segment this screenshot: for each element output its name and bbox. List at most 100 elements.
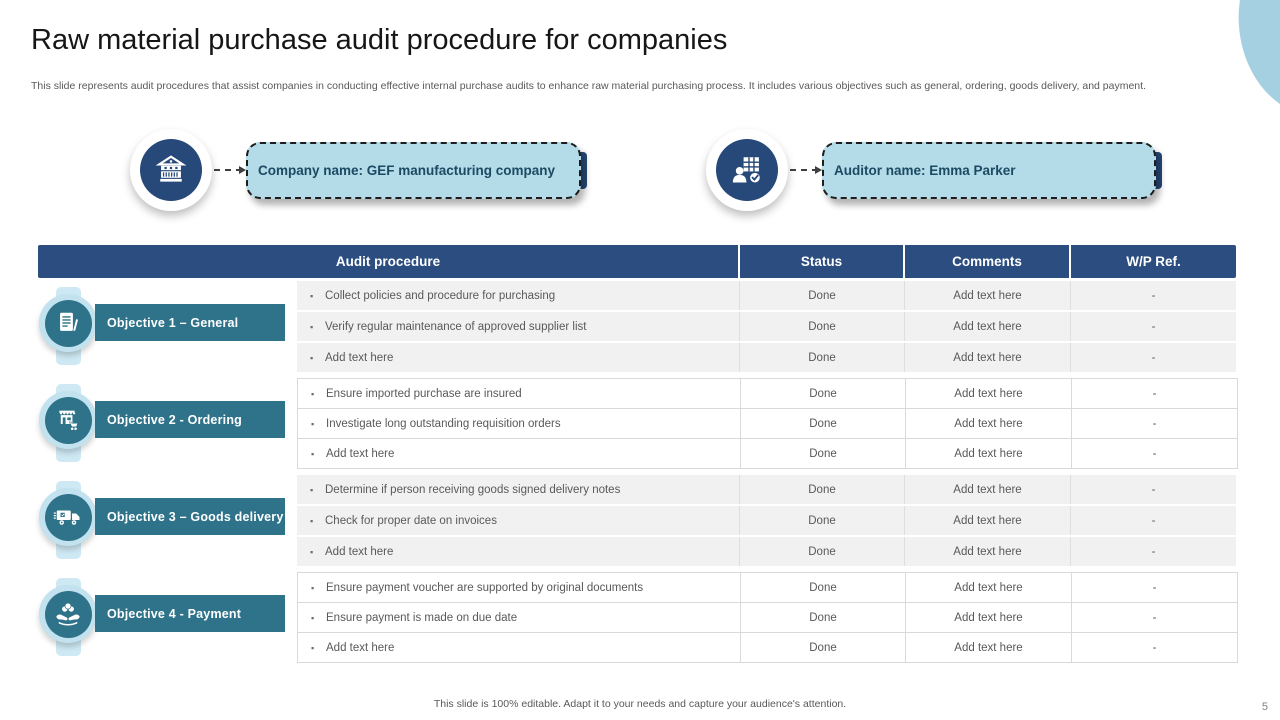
corner-decoration — [1238, 0, 1280, 104]
procedure-cell: Collect policies and procedure for purch… — [297, 281, 740, 310]
objective-label: Objective 2 - Ordering — [95, 401, 285, 438]
objective-icon-ring — [39, 294, 97, 352]
bank-building-icon — [140, 139, 202, 201]
wp-ref-cell: - — [1072, 633, 1237, 662]
audit-rows: Ensure imported purchase are insured Don… — [297, 378, 1238, 469]
wp-ref-cell: - — [1071, 281, 1236, 310]
table-row: Investigate long outstanding requisition… — [298, 409, 1237, 439]
badge-accent-tab — [577, 151, 587, 189]
status-cell: Done — [740, 537, 905, 566]
audit-section-ordering: Objective 2 - Ordering Ensure imported p… — [38, 378, 1238, 469]
table-row: Check for proper date on invoices Done A… — [297, 506, 1236, 537]
objective-label: Objective 4 - Payment — [95, 595, 285, 632]
comments-cell: Add text here — [906, 379, 1072, 408]
comments-cell: Add text here — [906, 439, 1072, 468]
procedure-cell: Add text here — [298, 439, 741, 468]
objective-icon-ring — [39, 391, 97, 449]
procedure-cell: Ensure payment is made on due date — [298, 603, 741, 632]
comments-cell: Add text here — [905, 506, 1071, 535]
comments-cell: Add text here — [906, 573, 1072, 602]
header-audit-procedure: Audit procedure — [38, 245, 740, 278]
audit-rows: Determine if person receiving goods sign… — [297, 475, 1236, 566]
procedure-cell: Ensure payment voucher are supported by … — [298, 573, 741, 602]
header-comments: Comments — [905, 245, 1071, 278]
audit-rows: Collect policies and procedure for purch… — [297, 281, 1236, 372]
wp-ref-cell: - — [1071, 506, 1236, 535]
wp-ref-cell: - — [1072, 379, 1237, 408]
status-cell: Done — [741, 573, 906, 602]
company-name-text: Company name: GEF manufacturing company — [258, 162, 556, 178]
status-cell: Done — [740, 312, 905, 341]
objective-icon-ring — [39, 585, 97, 643]
company-name-badge: Company name: GEF manufacturing company — [246, 141, 581, 199]
procedure-cell: Add text here — [297, 537, 740, 566]
audit-rows: Ensure payment voucher are supported by … — [297, 572, 1238, 663]
wp-ref-cell: - — [1072, 603, 1237, 632]
table-row: Add text here Done Add text here - — [298, 633, 1237, 662]
comments-cell: Add text here — [905, 343, 1071, 372]
delivery-truck-icon — [44, 493, 92, 541]
wp-ref-cell: - — [1072, 573, 1237, 602]
table-row: Collect policies and procedure for purch… — [297, 281, 1236, 312]
wp-ref-cell: - — [1071, 312, 1236, 341]
objective-label-text: Objective 3 – Goods delivery — [107, 509, 284, 524]
objective-icon-ring — [39, 488, 97, 546]
company-icon-ring — [130, 129, 212, 211]
procedure-cell: Check for proper date on invoices — [297, 506, 740, 535]
objective-label-text: Objective 4 - Payment — [107, 606, 242, 621]
header-status: Status — [740, 245, 905, 278]
procedure-cell: Add text here — [298, 633, 741, 662]
badge-accent-tab — [1152, 151, 1162, 189]
status-cell: Done — [740, 281, 905, 310]
auditor-badge: Auditor name: Emma Parker — [706, 129, 1162, 211]
audit-section-payment: Objective 4 - Payment Ensure payment vou… — [38, 572, 1238, 663]
objective-label-text: Objective 1 – General — [107, 315, 239, 330]
comments-cell: Add text here — [905, 475, 1071, 504]
auditor-icon-ring — [706, 129, 788, 211]
header-wp-ref: W/P Ref. — [1126, 254, 1181, 269]
page-title: Raw material purchase audit procedure fo… — [31, 24, 728, 56]
table-row: Add text here Done Add text here - — [297, 343, 1236, 372]
status-cell: Done — [741, 439, 906, 468]
auditor-name-text: Auditor name: Emma Parker — [834, 162, 1016, 178]
document-pen-icon — [44, 299, 92, 347]
objective-label-text: Objective 2 - Ordering — [107, 412, 242, 427]
wp-ref-cell: - — [1072, 409, 1237, 438]
comments-cell: Add text here — [906, 409, 1072, 438]
auditor-name-badge: Auditor name: Emma Parker — [822, 141, 1156, 199]
editable-note: This slide is 100% editable. Adapt it to… — [433, 698, 847, 710]
procedure-cell: Ensure imported purchase are insured — [298, 379, 741, 408]
status-cell: Done — [741, 633, 906, 662]
table-row: Verify regular maintenance of approved s… — [297, 312, 1236, 343]
objective-label: Objective 1 – General — [95, 304, 285, 341]
table-row: Ensure payment is made on due date Done … — [298, 603, 1237, 633]
dashed-arrow-icon — [790, 166, 822, 174]
table-row: Determine if person receiving goods sign… — [297, 475, 1236, 506]
dashed-arrow-icon — [214, 166, 246, 174]
wp-ref-cell: - — [1071, 343, 1236, 372]
company-badge: Company name: GEF manufacturing company — [130, 129, 587, 211]
comments-cell: Add text here — [905, 312, 1071, 341]
status-cell: Done — [741, 379, 906, 408]
procedure-cell: Investigate long outstanding requisition… — [298, 409, 741, 438]
status-cell: Done — [741, 603, 906, 632]
comments-cell: Add text here — [906, 603, 1072, 632]
table-row: Ensure payment voucher are supported by … — [298, 573, 1237, 603]
objective-label: Objective 3 – Goods delivery — [95, 498, 285, 535]
comments-cell: Add text here — [906, 633, 1072, 662]
slide-description: This slide represents audit procedures t… — [31, 80, 1146, 92]
procedure-cell: Verify regular maintenance of approved s… — [297, 312, 740, 341]
procedure-cell: Add text here — [297, 343, 740, 372]
audit-section-goods-delivery: Objective 3 – Goods delivery Determine i… — [38, 475, 1236, 566]
procedure-cell: Determine if person receiving goods sign… — [297, 475, 740, 504]
table-header: Audit procedure Status Comments W/P Ref. — [38, 245, 1236, 278]
page-number: 5 — [1261, 701, 1268, 713]
payment-hands-icon — [44, 590, 92, 638]
auditor-verification-icon — [716, 139, 778, 201]
table-row: Add text here Done Add text here - — [297, 537, 1236, 566]
status-cell: Done — [740, 475, 905, 504]
comments-cell: Add text here — [905, 537, 1071, 566]
store-order-icon — [44, 396, 92, 444]
wp-ref-cell: - — [1072, 439, 1237, 468]
